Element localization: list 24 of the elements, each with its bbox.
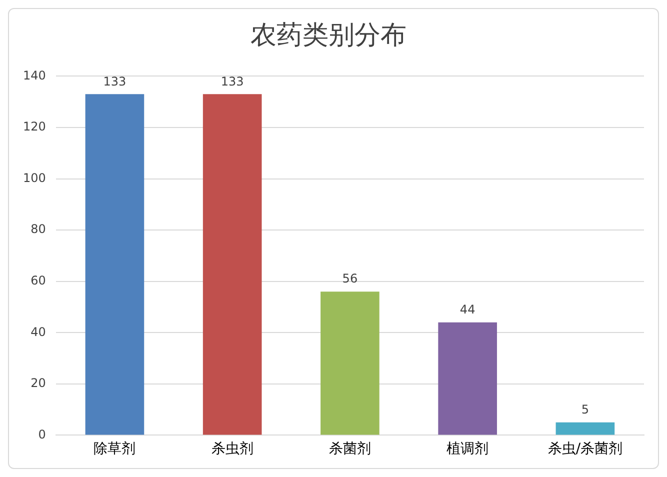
data-label: 133 — [103, 74, 126, 88]
x-tick-label: 杀虫/杀菌剂 — [548, 441, 623, 458]
y-tick-label: 120 — [23, 120, 46, 134]
x-tick-label: 杀菌剂 — [328, 441, 371, 458]
y-tick-label: 80 — [30, 222, 46, 236]
bar — [320, 292, 380, 435]
x-tick-label: 杀虫剂 — [211, 441, 254, 458]
y-tick-label: 20 — [30, 376, 46, 390]
y-tick-label: 100 — [23, 170, 46, 185]
x-tick-label: 除草剂 — [94, 441, 136, 458]
x-tick-label: 植调剂 — [446, 441, 489, 458]
data-label: 56 — [342, 272, 358, 286]
y-tick-label: 40 — [30, 324, 46, 339]
bar — [438, 322, 497, 435]
data-label: 5 — [581, 402, 590, 417]
chart-title: 农药类别分布 — [250, 20, 406, 50]
y-tick-label: 60 — [30, 273, 46, 288]
y-tick-label: 0 — [38, 427, 46, 442]
bar — [556, 422, 615, 435]
bar — [85, 94, 144, 435]
y-tick-label: 140 — [23, 68, 46, 82]
bar — [202, 94, 262, 435]
data-label: 44 — [460, 302, 476, 316]
data-label: 133 — [220, 74, 244, 88]
